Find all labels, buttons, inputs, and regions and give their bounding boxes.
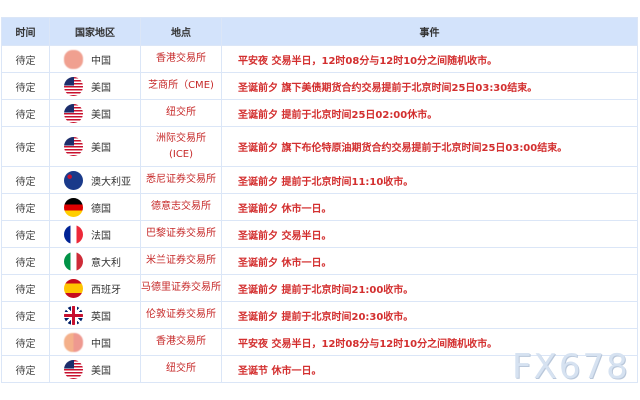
country-cell: 美国 (49, 72, 141, 100)
time-cell: 待定 (1, 274, 50, 302)
place-cell: 马德里证券交易所 (140, 274, 222, 302)
country-cell: 法国 (49, 220, 141, 248)
country-name: 法国 (91, 230, 111, 242)
time-cell: 待定 (1, 45, 50, 73)
event-cell: 圣诞前夕 旗下布伦特原油期货合约交易提前于北京时间25日03:00结束。 (221, 126, 638, 167)
country-name: 德国 (91, 203, 111, 215)
table-row: 待定 中国 香港交易所 平安夜 交易半日，12时08分与12时10分之间随机收市… (1, 45, 638, 73)
table-row: 待定 西班牙 马德里证券交易所 圣诞前夕 提前于北京时间21:00收市。 (1, 274, 638, 302)
holiday-schedule-table: 时间 国家地区 地点 事件 待定 中国 香港交易所 平安夜 交易半日，12时08… (1, 17, 638, 383)
event-cell: 圣诞节 休市一日。 (221, 355, 638, 383)
country-cell: 西班牙 (49, 274, 141, 302)
usa-flag-icon (64, 76, 83, 96)
table-row: 待定 澳大利亚 悉尼证券交易所 圣诞前夕 提前于北京时间11:10收市。 (1, 166, 638, 194)
event-cell: 圣诞前夕 提前于北京时间20:30收市。 (221, 301, 638, 329)
place-cell: 伦敦证券交易所 (140, 301, 222, 329)
event-cell: 圣诞前夕 休市一日。 (221, 247, 638, 275)
time-cell: 待定 (1, 99, 50, 127)
table-row: 待定 美国 洲际交易所 (ICE) 圣诞前夕 旗下布伦特原油期货合约交易提前于北… (1, 126, 638, 167)
event-cell: 圣诞前夕 提前于北京时间21:00收市。 (221, 274, 638, 302)
event-cell: 平安夜 交易半日，12时08分与12时10分之间随机收市。 (221, 45, 638, 73)
spain-flag-icon (64, 278, 83, 298)
time-cell: 待定 (1, 72, 50, 100)
usa-flag-icon (64, 359, 83, 379)
uk-flag-icon (64, 305, 83, 325)
event-cell: 圣诞前夕 交易半日。 (221, 220, 638, 248)
place-cell: 芝商所（CME) (140, 72, 222, 100)
italy-flag-icon (64, 251, 83, 271)
time-cell: 待定 (1, 193, 50, 221)
event-cell: 圣诞前夕 提前于北京时间25日02:00休市。 (221, 99, 638, 127)
place-cell: 纽交所 (140, 99, 222, 127)
country-name: 美国 (91, 82, 111, 94)
event-cell: 圣诞前夕 休市一日。 (221, 193, 638, 221)
place-cell: 巴黎证券交易所 (140, 220, 222, 248)
country-cell: 美国 (49, 99, 141, 127)
australia-flag-icon (64, 170, 83, 190)
country-cell: 德国 (49, 193, 141, 221)
table-row: 待定 美国 芝商所（CME) 圣诞前夕 旗下美债期货合约交易提前于北京时间25日… (1, 72, 638, 100)
country-cell: 意大利 (49, 247, 141, 275)
country-cell: 中国 (49, 328, 141, 356)
header-country: 国家地区 (49, 17, 141, 46)
country-cell: 英国 (49, 301, 141, 329)
country-cell: 澳大利亚 (49, 166, 141, 194)
place-cell: 香港交易所 (140, 45, 222, 73)
france-flag-icon (64, 224, 83, 244)
place-cell: 纽交所 (140, 355, 222, 383)
time-cell: 待定 (1, 247, 50, 275)
time-cell: 待定 (1, 328, 50, 356)
table-row: 待定 美国 纽交所 圣诞节 休市一日。 (1, 355, 638, 383)
country-cell: 中国 (49, 45, 141, 73)
germany-flag-icon (64, 197, 83, 217)
table-row: 待定 法国 巴黎证券交易所 圣诞前夕 交易半日。 (1, 220, 638, 248)
place-cell: 米兰证券交易所 (140, 247, 222, 275)
place-cell: 悉尼证券交易所 (140, 166, 222, 194)
place-cell: 香港交易所 (140, 328, 222, 356)
header-time: 时间 (1, 17, 50, 46)
country-cell: 美国 (49, 126, 141, 167)
place-cell: 洲际交易所 (ICE) (140, 126, 222, 167)
china-flag-icon (64, 49, 83, 69)
country-name: 英国 (91, 311, 111, 323)
time-cell: 待定 (1, 301, 50, 329)
place-cell: 德意志交易所 (140, 193, 222, 221)
header-place: 地点 (140, 17, 222, 46)
country-name: 中国 (91, 55, 111, 67)
table-row: 待定 英国 伦敦证券交易所 圣诞前夕 提前于北京时间20:30收市。 (1, 301, 638, 329)
country-name: 西班牙 (91, 284, 121, 296)
country-name: 中国 (91, 338, 111, 350)
time-cell: 待定 (1, 220, 50, 248)
country-name: 美国 (91, 143, 111, 154)
table-row: 待定 意大利 米兰证券交易所 圣诞前夕 休市一日。 (1, 247, 638, 275)
time-cell: 待定 (1, 355, 50, 383)
usa-flag-icon (64, 103, 83, 123)
china-flag-icon (64, 332, 83, 352)
country-name: 美国 (91, 365, 111, 377)
table-row: 待定 美国 纽交所 圣诞前夕 提前于北京时间25日02:00休市。 (1, 99, 638, 127)
watermark-logo: FX678 (512, 347, 630, 387)
header-event: 事件 (221, 17, 638, 46)
table-row: 待定 德国 德意志交易所 圣诞前夕 休市一日。 (1, 193, 638, 221)
country-name: 澳大利亚 (91, 176, 131, 188)
country-name: 意大利 (91, 257, 121, 269)
country-name: 美国 (91, 109, 111, 121)
event-cell: 圣诞前夕 旗下美债期货合约交易提前于北京时间25日03:30结束。 (221, 72, 638, 100)
table-header: 时间 国家地区 地点 事件 (1, 17, 638, 46)
usa-flag-icon (64, 137, 83, 156)
time-cell: 待定 (1, 126, 50, 167)
time-cell: 待定 (1, 166, 50, 194)
country-cell: 美国 (49, 355, 141, 383)
event-cell: 圣诞前夕 提前于北京时间11:10收市。 (221, 166, 638, 194)
